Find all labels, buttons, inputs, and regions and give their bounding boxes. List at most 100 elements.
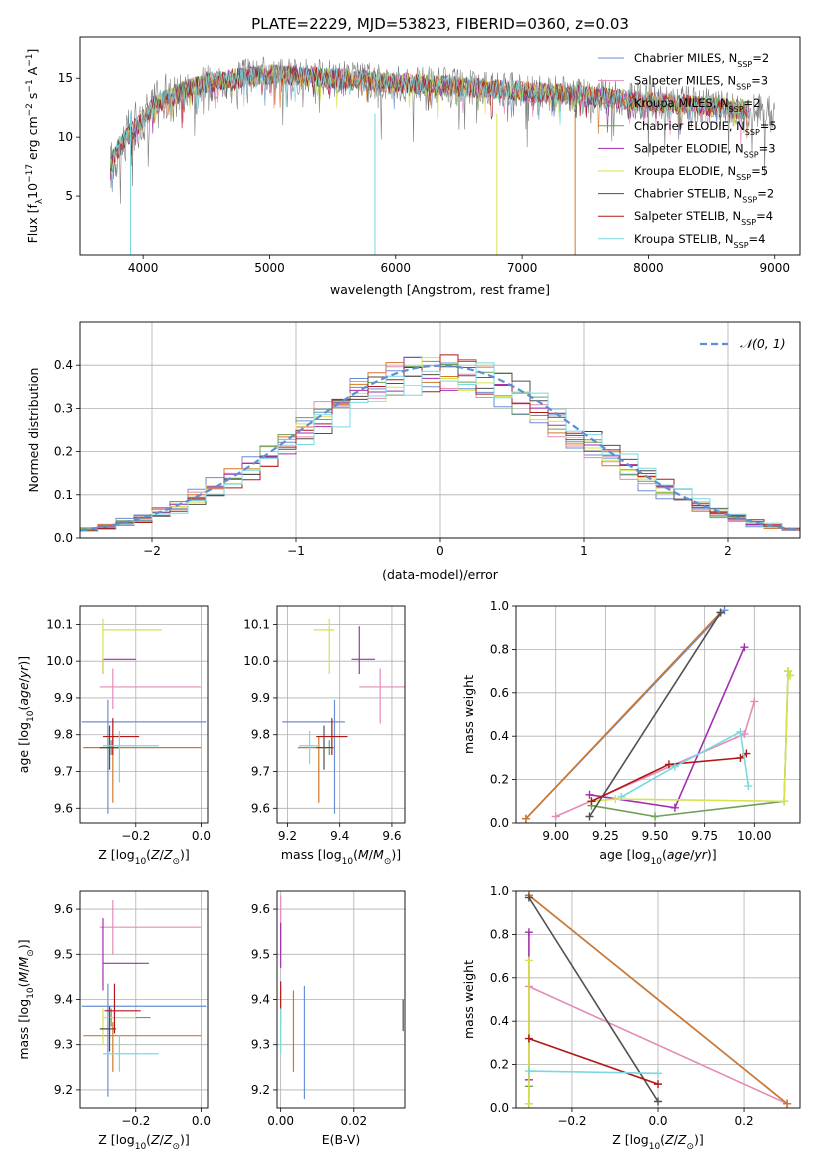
axes-frame [276,890,406,1109]
axes-frame [79,890,209,1109]
x-tick-label: 7000 [507,261,538,275]
weight-marker [524,1034,533,1043]
panel-weights-vs-Z: −0.2 0.0 0.2 0.0 0.2 0.4 0.6 0.8 1.0 Z [log10(Z/Z… [461,884,801,1152]
axes-frame [79,321,801,539]
weight-marker [736,727,745,736]
weight-series-line [528,1037,659,1085]
plot-area [521,606,795,823]
weight-marker [617,792,626,801]
panel-age-vs-mass: 9.2 9.4 9.6 9.6 9.7 9.8 9.9 10.0 10.1 mass [log10… [243,605,406,867]
weight-marker [611,795,620,804]
weight-series-line [588,612,722,817]
y-tick-label: 9.6 [54,801,73,815]
x-tick-label: 0.0 [648,1114,667,1128]
x-axis-label: Z [log10(Z/Z⊙)] [98,847,190,867]
y-tick-label: 9.4 [54,993,73,1007]
y-axis-label: mass weight [461,960,476,1039]
legend-entry: Chabrier MILES, NSSP=2 [634,51,769,69]
weight-marker [524,893,533,902]
x-axis-label: mass [log10(M/M⊙)] [281,847,401,867]
weight-marker [716,608,725,617]
weight-marker [664,760,673,769]
y-tick-label: 9.8 [251,728,270,742]
x-tick-label: −0.2 [121,829,150,843]
legend-entry: Chabrier STELIB, NSSP=2 [634,187,774,205]
weight-marker [654,1069,662,1078]
y-tick-label: 0.4 [490,729,509,743]
weight-marker [651,812,660,821]
weight-marker [521,814,530,823]
y-tick-label: 0.4 [490,1014,509,1028]
x-axis-label: Z [log10(Z/Z⊙)] [612,1132,704,1152]
weight-marker [524,1099,533,1108]
weight-series-line [528,897,659,1102]
axes-frame [515,605,801,824]
y-tick-label: 9.7 [251,765,270,779]
x-tick-label: 0.2 [735,1114,754,1128]
weight-marker [744,782,753,791]
y-tick-label: 9.8 [54,728,73,742]
weight-series-line [528,1070,659,1075]
residual-histogram [80,362,800,532]
weight-marker [524,956,533,965]
x-tick-label: 9.50 [642,829,669,843]
y-tick-label: 0.4 [54,358,73,372]
weight-marker [654,1080,662,1089]
y-axis-label: mass [log10(M/M⊙)] [16,939,36,1059]
weight-marker [750,697,759,706]
y-tick-label: 9.5 [54,947,73,961]
y-tick-label: 9.6 [54,902,73,916]
legend-entry: 𝒩(0, 1) [740,336,786,351]
plot-area [524,891,792,1108]
y-tick-label: 0.2 [54,445,73,459]
x-tick-label: 9.4 [330,829,349,843]
weight-marker [551,812,560,821]
x-axis-label: age [log10(age/yr)] [599,847,716,867]
y-tick-label: 0.0 [490,816,509,830]
y-tick-label: 0.1 [54,488,73,502]
panel-age-vs-Z: −0.2 0.0 9.6 9.7 9.8 9.9 10.0 10.1 Z [log10(Z/Z⊙… [16,605,211,867]
panel-spectrum: 4000 5000 6000 7000 8000 9000 5 10 15 Chabrier MI… [25,36,801,297]
legend-entry: Kroupa STELIB, NSSP=4 [634,232,765,250]
panel-mass-vs-Z: −0.2 0.0 9.2 9.3 9.4 9.5 9.6 Z [log10(Z/Z⊙)] mas… [16,890,211,1152]
weight-marker [585,812,594,821]
y-tick-label: 1.0 [490,599,509,613]
panel-residuals: −2 −1 0 1 2 0.0 0.1 0.2 0.3 0.4 𝒩(0, 1) (data-model… [26,321,801,582]
y-tick-label: 9.3 [251,1038,270,1052]
x-tick-label: 8000 [633,261,664,275]
y-tick-label: 10.1 [46,617,73,631]
y-tick-label: 9.9 [251,691,270,705]
legend-entry: Salpeter ELODIE, NSSP=3 [634,141,776,159]
y-tick-label: 9.4 [251,993,270,1007]
y-tick-label: 10.0 [243,654,270,668]
x-tick-label: 0.02 [340,1114,367,1128]
y-tick-label: 9.3 [54,1038,73,1052]
figure-title: PLATE=2229, MJD=53823, FIBERID=0360, z=0… [251,15,629,33]
x-tick-label: 0 [436,544,444,558]
weight-marker [783,1099,792,1108]
x-tick-label: 6000 [381,261,412,275]
weight-marker [587,797,596,806]
y-tick-label: 10 [58,130,73,144]
weight-series-line [528,894,788,1105]
y-tick-label: 9.2 [251,1083,270,1097]
x-tick-label: −0.2 [557,1114,586,1128]
y-tick-label: 10.1 [243,617,270,631]
plot-area [80,354,800,532]
y-axis-label: age [log10(age/yr)] [16,656,36,773]
weight-series-line [528,985,788,1105]
x-tick-label: −0.2 [121,1114,150,1128]
y-tick-label: 0.8 [490,927,509,941]
y-tick-label: 9.7 [54,765,73,779]
weight-marker [670,803,679,812]
weight-marker [524,1067,533,1076]
legend-entry: Salpeter STELIB, NSSP=4 [634,209,773,227]
y-tick-label: 9.6 [251,801,270,815]
x-tick-label: 1 [580,544,588,558]
weight-marker [670,762,679,771]
model-spectrum [109,64,750,170]
axes-frame [276,605,406,824]
legend-entry: Kroupa MILES, NSSP=2 [634,96,760,114]
axes-frame [515,890,801,1109]
